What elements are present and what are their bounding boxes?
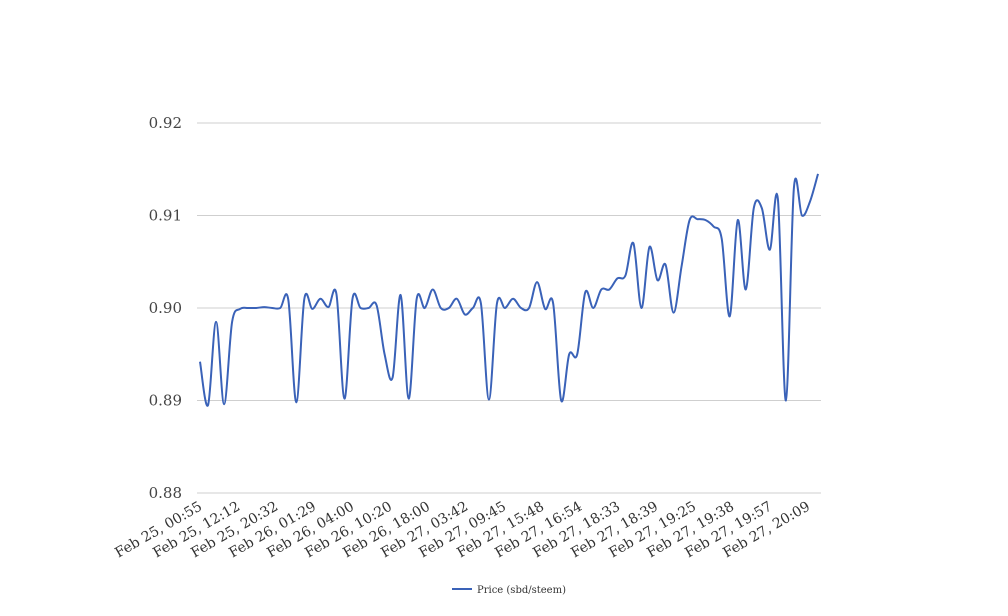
data-point bbox=[319, 297, 322, 300]
data-point bbox=[640, 307, 643, 310]
data-point bbox=[576, 353, 579, 356]
data-point bbox=[688, 219, 691, 222]
data-point bbox=[375, 304, 378, 307]
y-tick-label: 0.89 bbox=[149, 392, 182, 410]
data-point bbox=[271, 307, 274, 310]
data-point bbox=[784, 399, 787, 402]
data-point bbox=[415, 297, 418, 300]
data-point bbox=[568, 353, 571, 356]
data-point bbox=[664, 263, 667, 266]
data-point bbox=[495, 302, 498, 305]
data-point bbox=[303, 297, 306, 300]
data-point bbox=[712, 225, 715, 228]
data-point bbox=[656, 279, 659, 282]
data-point bbox=[407, 397, 410, 400]
data-point bbox=[808, 200, 811, 203]
data-point bbox=[632, 242, 635, 245]
data-point bbox=[343, 397, 346, 400]
data-point bbox=[817, 172, 820, 175]
gridlines bbox=[197, 122, 821, 494]
data-point bbox=[399, 294, 402, 297]
data-point bbox=[295, 401, 298, 404]
data-point bbox=[584, 291, 587, 294]
data-point bbox=[752, 207, 755, 210]
y-tick-label: 0.88 bbox=[149, 484, 182, 502]
data-point bbox=[680, 265, 683, 268]
data-point bbox=[431, 288, 434, 291]
data-point bbox=[512, 297, 515, 300]
data-point bbox=[479, 302, 482, 305]
data-point bbox=[471, 307, 474, 310]
data-point bbox=[231, 320, 234, 323]
data-point bbox=[696, 218, 699, 221]
data-point bbox=[263, 306, 266, 309]
data-point bbox=[439, 307, 442, 310]
data-point bbox=[503, 307, 506, 310]
data-point bbox=[359, 307, 362, 310]
data-point bbox=[463, 313, 466, 316]
data-point bbox=[207, 404, 210, 407]
data-point bbox=[600, 288, 603, 291]
data-point bbox=[239, 307, 242, 310]
data-point bbox=[648, 245, 651, 248]
legend-label: Price (sbd/steem) bbox=[477, 585, 566, 596]
data-point bbox=[736, 219, 739, 222]
data-point bbox=[287, 298, 290, 301]
data-point bbox=[391, 376, 394, 379]
data-point bbox=[536, 281, 539, 284]
data-point bbox=[720, 237, 723, 240]
data-point bbox=[247, 307, 250, 310]
legend: Price (sbd/steem) bbox=[452, 585, 566, 596]
data-point bbox=[487, 398, 490, 401]
data-point bbox=[311, 307, 314, 310]
data-point bbox=[423, 307, 426, 310]
data-point bbox=[760, 207, 763, 210]
data-point bbox=[608, 288, 611, 291]
data-point bbox=[800, 214, 803, 217]
data-point bbox=[704, 219, 707, 222]
data-point bbox=[552, 302, 555, 305]
data-point bbox=[255, 307, 258, 310]
series-line bbox=[199, 173, 819, 407]
y-tick-label: 0.90 bbox=[149, 299, 182, 317]
data-point bbox=[744, 288, 747, 291]
data-point bbox=[728, 315, 731, 318]
data-point bbox=[528, 307, 531, 310]
data-point bbox=[223, 403, 226, 406]
data-point bbox=[592, 307, 595, 310]
data-point bbox=[383, 353, 386, 356]
data-point bbox=[560, 399, 563, 402]
data-point bbox=[367, 307, 370, 310]
data-point bbox=[279, 307, 282, 310]
data-point bbox=[455, 297, 458, 300]
y-tick-label: 0.92 bbox=[149, 114, 182, 132]
data-point bbox=[768, 248, 771, 251]
y-axis-ticks: 0.88 0.89 0.90 0.91 0.92 bbox=[149, 114, 182, 502]
series-layer bbox=[199, 172, 820, 407]
y-tick-label: 0.91 bbox=[149, 207, 182, 225]
data-point bbox=[672, 311, 675, 314]
data-point bbox=[351, 297, 354, 300]
data-point bbox=[520, 307, 523, 310]
data-point bbox=[616, 277, 619, 280]
data-point bbox=[327, 306, 330, 309]
data-point bbox=[335, 293, 338, 296]
data-point bbox=[447, 307, 450, 310]
data-point bbox=[544, 307, 547, 310]
data-point bbox=[624, 274, 627, 277]
data-point bbox=[215, 320, 218, 323]
data-point bbox=[199, 360, 202, 363]
data-point bbox=[776, 197, 779, 200]
data-point bbox=[792, 186, 795, 189]
